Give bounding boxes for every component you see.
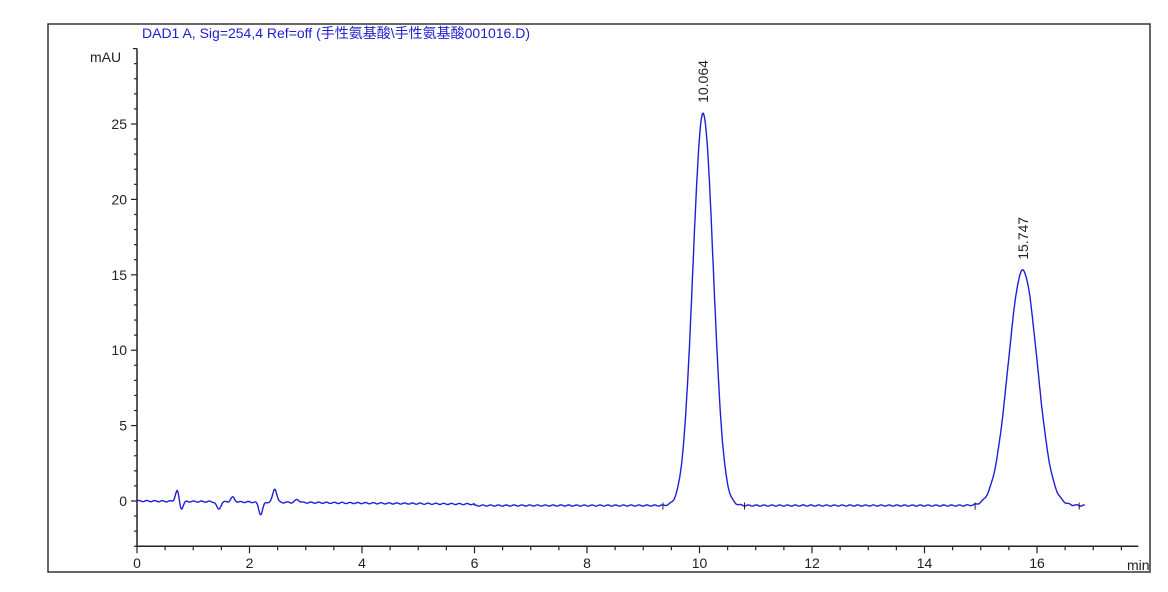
chart-frame — [47, 23, 1151, 573]
x-tick-label: 0 — [133, 555, 141, 571]
y-axis-label: mAU — [90, 49, 121, 65]
x-tick-label: 14 — [917, 555, 933, 571]
x-tick-label: 10 — [692, 555, 708, 571]
y-tick-label: 10 — [111, 342, 127, 358]
y-tick-label: 25 — [111, 116, 127, 132]
x-tick-label: 12 — [804, 555, 820, 571]
x-tick-label: 4 — [358, 555, 366, 571]
y-tick-label: 15 — [111, 267, 127, 283]
peak-label: 15.747 — [1015, 217, 1031, 260]
x-tick-label: 16 — [1029, 555, 1045, 571]
y-tick-label: 20 — [111, 191, 127, 207]
y-tick-label: 0 — [119, 493, 127, 509]
chart-title: DAD1 A, Sig=254,4 Ref=off (手性氨基酸\手性氨基酸00… — [142, 25, 530, 41]
y-tick-label: 5 — [119, 418, 127, 434]
x-tick-label: 2 — [246, 555, 254, 571]
x-tick-label: 8 — [583, 555, 591, 571]
x-tick-label: 6 — [471, 555, 479, 571]
signal-trace — [136, 112, 1085, 516]
x-axis-label: min — [1127, 557, 1150, 573]
peak-label: 10.064 — [695, 60, 711, 103]
